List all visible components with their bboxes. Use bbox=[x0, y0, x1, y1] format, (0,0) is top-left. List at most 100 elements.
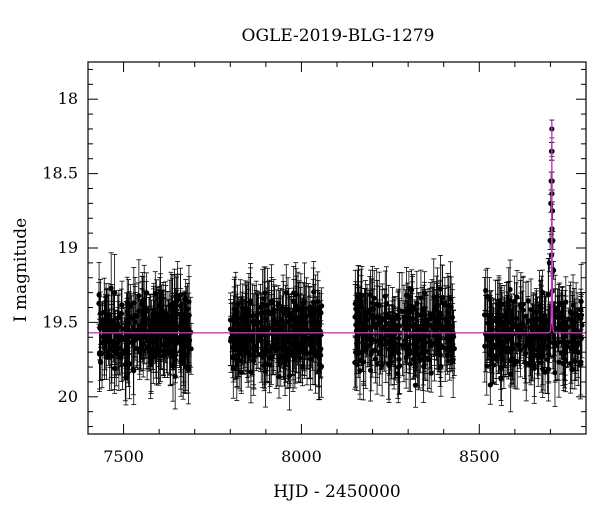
data-point bbox=[152, 290, 158, 296]
data-point bbox=[396, 356, 402, 362]
data-point bbox=[109, 345, 115, 351]
data-point bbox=[563, 299, 569, 305]
data-point bbox=[248, 300, 254, 307]
data-points bbox=[96, 119, 585, 413]
data-point bbox=[240, 305, 246, 311]
data-point bbox=[164, 332, 171, 338]
data-point bbox=[568, 309, 574, 315]
data-point bbox=[148, 361, 154, 367]
data-point bbox=[112, 289, 118, 296]
data-point bbox=[283, 290, 289, 296]
data-point bbox=[377, 341, 384, 347]
data-point bbox=[562, 321, 568, 328]
data-point bbox=[150, 316, 156, 322]
data-point bbox=[431, 306, 437, 312]
data-point bbox=[421, 327, 427, 333]
data-point bbox=[143, 306, 149, 313]
data-point bbox=[534, 347, 541, 353]
data-point bbox=[246, 308, 252, 315]
data-point bbox=[106, 333, 112, 339]
data-point bbox=[280, 341, 287, 347]
data-point bbox=[251, 358, 257, 364]
data-point bbox=[318, 332, 324, 338]
data-point bbox=[160, 315, 166, 321]
data-point bbox=[266, 310, 272, 316]
data-point bbox=[319, 303, 325, 309]
data-point bbox=[446, 302, 452, 308]
data-point bbox=[517, 334, 523, 340]
data-point bbox=[522, 343, 529, 349]
data-point bbox=[438, 363, 444, 370]
data-point bbox=[442, 316, 448, 322]
data-point bbox=[124, 299, 130, 305]
data-point bbox=[428, 370, 434, 376]
data-point bbox=[123, 374, 129, 380]
data-point bbox=[409, 287, 415, 293]
data-point bbox=[258, 337, 264, 343]
data-point bbox=[130, 325, 136, 331]
chart-title: OGLE-2019-BLG-1279 bbox=[242, 26, 435, 46]
data-point bbox=[148, 357, 154, 363]
data-point bbox=[372, 347, 378, 353]
data-point bbox=[292, 326, 298, 332]
data-point bbox=[496, 339, 502, 345]
data-point bbox=[315, 306, 321, 312]
data-point bbox=[172, 373, 178, 379]
data-point bbox=[397, 363, 403, 369]
data-point bbox=[103, 320, 109, 326]
data-point bbox=[279, 317, 285, 323]
data-point bbox=[143, 321, 149, 327]
x-axis-label: HJD - 2450000 bbox=[273, 482, 401, 502]
data-point bbox=[185, 365, 191, 372]
data-point bbox=[533, 309, 539, 315]
data-point bbox=[312, 352, 319, 358]
data-point bbox=[173, 322, 179, 328]
data-point bbox=[237, 315, 243, 321]
data-point bbox=[414, 325, 421, 331]
data-point bbox=[146, 342, 152, 349]
data-point bbox=[385, 361, 392, 367]
data-point bbox=[136, 308, 142, 314]
data-point bbox=[188, 346, 194, 352]
data-point bbox=[374, 315, 381, 321]
data-point bbox=[227, 338, 234, 344]
data-point bbox=[231, 306, 237, 312]
data-point bbox=[523, 361, 529, 367]
data-point bbox=[264, 302, 271, 308]
data-point bbox=[288, 315, 294, 322]
data-point bbox=[132, 319, 138, 325]
data-point bbox=[302, 315, 308, 321]
data-point bbox=[427, 338, 433, 344]
data-point bbox=[178, 358, 184, 365]
data-point bbox=[579, 322, 585, 328]
data-point bbox=[363, 311, 370, 317]
data-point bbox=[119, 337, 125, 343]
data-point bbox=[437, 311, 444, 317]
data-point bbox=[411, 342, 417, 348]
data-point bbox=[494, 316, 501, 322]
data-point bbox=[356, 312, 363, 318]
data-point bbox=[567, 360, 574, 367]
data-point bbox=[312, 348, 318, 355]
data-point bbox=[374, 361, 380, 367]
data-point bbox=[233, 352, 239, 359]
data-point bbox=[261, 348, 267, 354]
data-point bbox=[137, 349, 143, 355]
data-point bbox=[367, 292, 374, 298]
data-point bbox=[97, 323, 103, 329]
data-point bbox=[505, 306, 511, 312]
data-point bbox=[407, 309, 413, 315]
data-point bbox=[538, 360, 544, 366]
data-point bbox=[115, 322, 121, 328]
data-point bbox=[173, 326, 180, 333]
data-point bbox=[514, 294, 520, 300]
data-point bbox=[524, 335, 530, 341]
data-point bbox=[545, 291, 551, 297]
data-point bbox=[484, 293, 490, 299]
data-point bbox=[248, 352, 254, 358]
data-point bbox=[291, 298, 297, 304]
data-point bbox=[296, 314, 302, 320]
data-point bbox=[308, 337, 314, 343]
data-point bbox=[412, 382, 419, 388]
